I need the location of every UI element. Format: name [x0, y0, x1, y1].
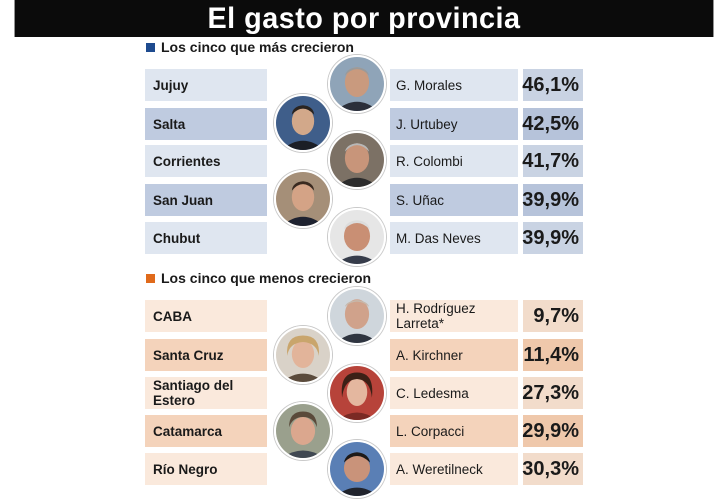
- governor-portrait: [328, 55, 386, 113]
- table-row: Río Negro A. Weretilneck 30,3%: [145, 453, 583, 485]
- value-cell: 39,9%: [522, 222, 583, 254]
- value-cell: 42,5%: [522, 108, 583, 140]
- section-marker-blue: [146, 42, 155, 52]
- table-row: Corrientes R. Colombi 41,7%: [145, 145, 583, 177]
- governor-cell: R. Colombi: [390, 145, 518, 177]
- province-cell: San Juan: [145, 184, 267, 216]
- governor-cell: J. Urtubey: [390, 108, 518, 140]
- value-cell: 27,3%: [522, 377, 583, 409]
- section-title-bottom: Los cinco que menos crecieron: [146, 269, 371, 287]
- governor-cell: A. Weretilneck: [390, 453, 518, 485]
- table-row: Santiago del Estero C. Ledesma 27,3%: [145, 377, 583, 409]
- province-cell: Salta: [145, 108, 267, 140]
- section-title-top: Los cinco que más crecieron: [146, 38, 354, 56]
- province-cell: Corrientes: [145, 145, 267, 177]
- governor-cell: S. Uñac: [390, 184, 518, 216]
- section-marker-orange: [146, 273, 155, 283]
- province-cell: Santa Cruz: [145, 339, 267, 371]
- governor-cell: C. Ledesma: [390, 377, 518, 409]
- value-cell: 46,1%: [522, 69, 583, 101]
- governor-portrait: [274, 326, 332, 384]
- governor-portrait: [328, 208, 386, 266]
- value-cell: 11,4%: [523, 339, 583, 371]
- table-row: San Juan S. Uñac 39,9%: [145, 184, 583, 216]
- province-cell: Río Negro: [145, 453, 267, 485]
- governor-cell: A. Kirchner: [390, 339, 518, 371]
- value-cell: 29,9%: [522, 415, 583, 447]
- section-label-bottom: Los cinco que menos crecieron: [161, 270, 372, 286]
- province-cell: Jujuy: [145, 69, 267, 101]
- table-row: Catamarca L. Corpacci 29,9%: [145, 415, 583, 447]
- province-cell: Chubut: [145, 222, 267, 254]
- governor-portrait: [328, 287, 386, 345]
- table-row: Jujuy G. Morales 46,1%: [145, 69, 583, 101]
- value-cell: 30,3%: [522, 453, 583, 485]
- province-cell: Santiago del Estero: [145, 377, 267, 409]
- table-row: Chubut M. Das Neves 39,9%: [145, 222, 583, 254]
- section-label-top: Los cinco que más crecieron: [161, 39, 354, 55]
- province-cell: Catamarca: [145, 415, 267, 447]
- governor-portrait: [274, 170, 332, 228]
- governor-cell: M. Das Neves: [390, 222, 518, 254]
- value-cell: 9,7%: [523, 300, 583, 332]
- table-row: CABA H. Rodríguez Larreta* 9,7%: [145, 300, 583, 332]
- value-cell: 41,7%: [522, 145, 583, 177]
- table-row: Salta J. Urtubey 42,5%: [145, 108, 583, 140]
- governor-portrait: [274, 402, 332, 460]
- governor-cell: H. Rodríguez Larreta*: [390, 300, 518, 332]
- chart-title: El gasto por provincia: [14, 0, 714, 37]
- governor-portrait: [274, 94, 332, 152]
- governor-portrait: [328, 364, 386, 422]
- province-cell: CABA: [145, 300, 267, 332]
- table-row: Santa Cruz A. Kirchner 11,4%: [145, 339, 583, 371]
- value-cell: 39,9%: [522, 184, 583, 216]
- governor-cell: L. Corpacci: [390, 415, 518, 447]
- governor-portrait: [328, 440, 386, 498]
- governor-cell: G. Morales: [390, 69, 518, 101]
- governor-portrait: [328, 131, 386, 189]
